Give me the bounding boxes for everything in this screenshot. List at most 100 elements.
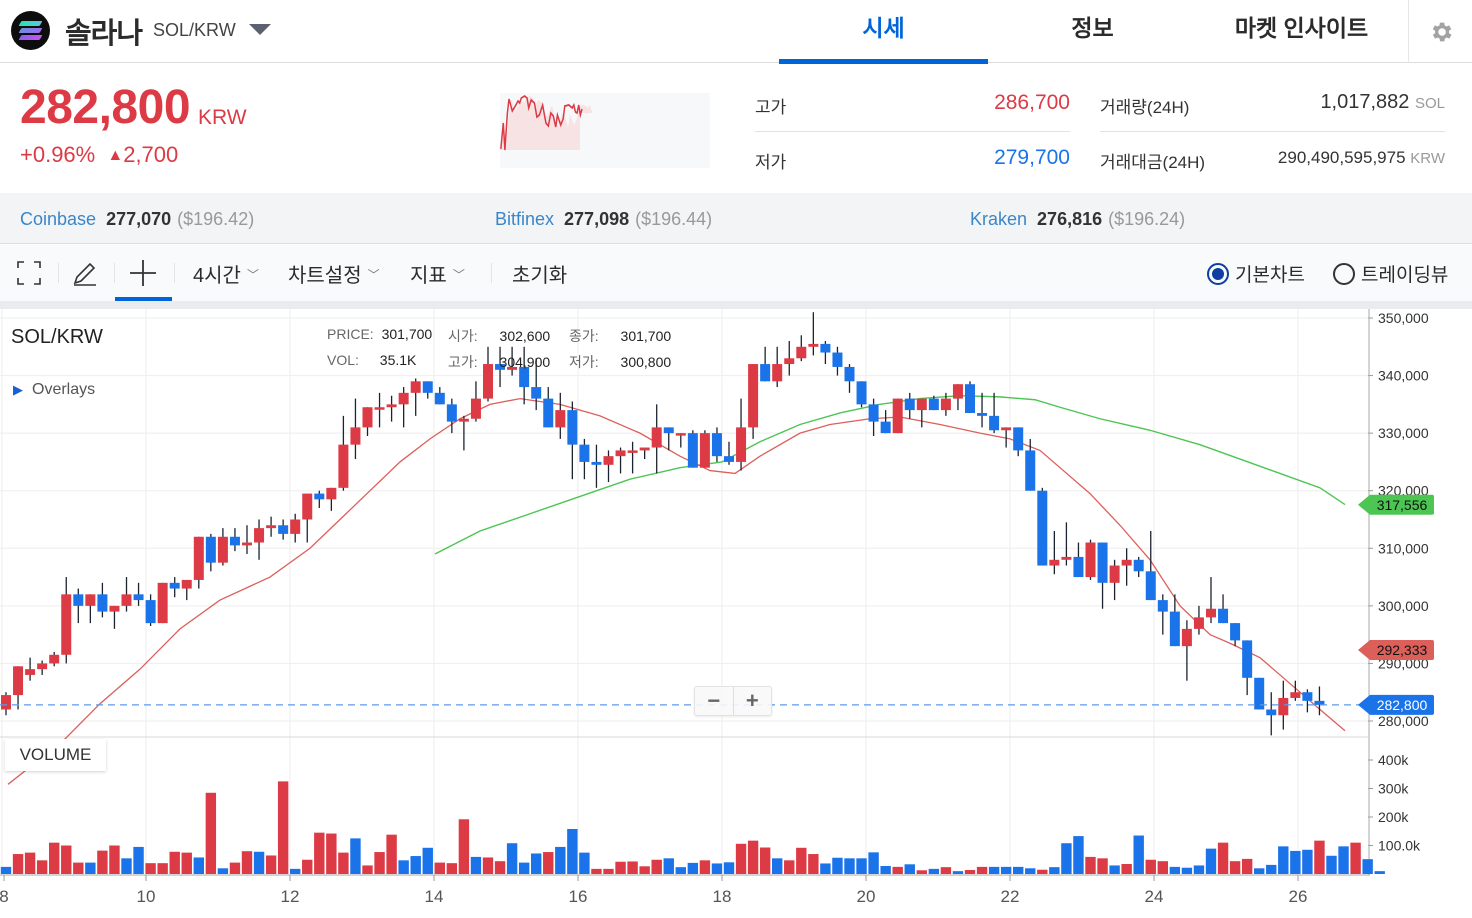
coin-pair: SOL/KRW xyxy=(153,20,236,40)
ohlc-open: 시가: 302,600 xyxy=(448,326,550,346)
svg-text:330,000: 330,000 xyxy=(1378,425,1429,441)
tab-info[interactable]: 정보 xyxy=(1071,15,1114,41)
reset-button[interactable]: 초기화 xyxy=(512,265,568,287)
top-header: 솔라나 SOL/KRW 시세 정보 마켓 인사이트 xyxy=(0,0,1472,64)
chevron-down-icon: ﹀ xyxy=(452,268,465,282)
svg-text:14: 14 xyxy=(425,887,444,906)
divider xyxy=(491,263,492,283)
svg-text:10: 10 xyxy=(137,887,156,906)
exchange-name: Bitfinex xyxy=(495,209,555,229)
ohlc-volume: VOL: 35.1K xyxy=(327,352,416,368)
volume-24h-label: 거래량(24H) xyxy=(1100,98,1190,117)
high-value: 304,900 xyxy=(499,354,551,370)
exchange-name: Coinbase xyxy=(20,209,97,229)
exchange-price: 277,098 xyxy=(564,209,630,229)
candlestick-chart[interactable]: 350,000 340,000 330,000 320,000 310,000 300,0… xyxy=(0,309,1472,918)
svg-text:26: 26 xyxy=(1289,887,1308,906)
svg-text:340,000: 340,000 xyxy=(1378,368,1429,384)
divider xyxy=(1100,131,1445,132)
vol-label: VOL: xyxy=(327,352,359,368)
exchange-price: 277,070 xyxy=(106,209,172,229)
exchange-usd: ($196.24) xyxy=(1108,209,1186,229)
high-value: 286,700 xyxy=(994,91,1070,114)
interval-dropdown[interactable]: 4시간 ﹀ xyxy=(193,259,259,288)
svg-text:22: 22 xyxy=(1001,887,1020,906)
radio-selected-icon xyxy=(1207,262,1229,285)
interval-label: 4시간 xyxy=(193,265,241,287)
amount-24h: 290,490,595,975 KRW xyxy=(1200,148,1445,168)
ohlc-high: 고가: 304,900 xyxy=(448,352,550,372)
svg-text:8: 8 xyxy=(0,887,9,906)
low-label: 저가 xyxy=(755,153,787,172)
play-triangle-icon: ▶ xyxy=(13,382,23,397)
volume-24h-value: 1,017,882 xyxy=(1320,91,1410,113)
change-amount: 2,700 xyxy=(123,142,179,167)
zoom-controls: − + xyxy=(694,686,772,716)
radio-tradingview-label: 트레이딩뷰 xyxy=(1361,265,1449,286)
svg-text:200k: 200k xyxy=(1378,809,1409,825)
chart-settings-dropdown[interactable]: 차트설정 ﹀ xyxy=(288,259,380,288)
price-value: 301,700 xyxy=(381,326,433,342)
volume-pane-label: VOLUME xyxy=(5,739,106,771)
overlays-toggle[interactable]: ▶ Overlays xyxy=(13,381,95,399)
up-arrow-icon: ▲ xyxy=(107,147,124,164)
chart-symbol: SOL/KRW xyxy=(11,326,103,348)
svg-text:400k: 400k xyxy=(1378,752,1409,768)
zoom-out-button[interactable]: − xyxy=(695,687,734,715)
price-label: PRICE: xyxy=(327,326,374,342)
draw-button[interactable] xyxy=(68,257,102,289)
ohlc-price: PRICE: 301,700 xyxy=(327,326,432,342)
gear-icon xyxy=(1432,22,1452,41)
radio-unselected-icon xyxy=(1333,262,1355,285)
chart-settings-label: 차트설정 xyxy=(288,265,362,287)
settings-button[interactable] xyxy=(1408,0,1472,63)
price-change: +0.96% ▲2,700 xyxy=(20,142,178,168)
radio-basic-chart[interactable]: 기본차트 xyxy=(1207,260,1305,287)
tab-price[interactable]: 시세 xyxy=(779,0,988,64)
svg-text:317,556: 317,556 xyxy=(1377,497,1428,513)
svg-text:18: 18 xyxy=(713,887,732,906)
chart-toolbar: 4시간 ﹀ 차트설정 ﹀ 지표 ﹀ 초기화 기본차트 트레이딩뷰 xyxy=(0,245,1472,301)
svg-text:320,000: 320,000 xyxy=(1378,483,1429,499)
svg-text:100.0k: 100.0k xyxy=(1378,838,1421,854)
exchange-coinbase[interactable]: Coinbase 277,070 ($196.42) xyxy=(20,209,254,230)
caret-down-icon[interactable] xyxy=(249,24,271,35)
svg-text:16: 16 xyxy=(569,887,588,906)
price-unit: KRW xyxy=(198,106,247,129)
chevron-down-icon: ﹀ xyxy=(367,268,380,282)
high-label: 고가 xyxy=(755,98,787,117)
radio-tradingview[interactable]: 트레이딩뷰 xyxy=(1333,260,1448,287)
exchange-name: Kraken xyxy=(970,209,1028,229)
chevron-down-icon: ﹀ xyxy=(246,268,259,282)
svg-text:292,333: 292,333 xyxy=(1377,642,1428,658)
volume-24h-unit: SOL xyxy=(1414,95,1445,112)
open-value: 302,600 xyxy=(499,328,551,344)
svg-text:24: 24 xyxy=(1145,887,1164,906)
low-value: 300,800 xyxy=(620,354,672,370)
high-label: 고가: xyxy=(448,354,478,370)
chart-top-border xyxy=(0,301,1472,309)
open-label: 시가: xyxy=(448,328,478,344)
amount-24h-label: 거래대금(24H) xyxy=(1100,153,1206,172)
change-percent: +0.96% xyxy=(20,142,96,167)
fullscreen-button[interactable] xyxy=(12,257,46,289)
svg-text:12: 12 xyxy=(281,887,300,906)
fullscreen-icon xyxy=(17,261,41,285)
divider xyxy=(114,263,115,283)
svg-text:300k: 300k xyxy=(1378,781,1409,797)
overlays-label: Overlays xyxy=(32,381,96,398)
volume-24h: 1,017,882 SOL xyxy=(1200,91,1445,114)
svg-text:280,000: 280,000 xyxy=(1378,713,1429,729)
tab-market-insight[interactable]: 마켓 인사이트 xyxy=(1234,15,1369,41)
vol-value: 35.1K xyxy=(379,352,417,368)
exchange-kraken[interactable]: Kraken 276,816 ($196.24) xyxy=(970,209,1185,230)
crosshair-button[interactable] xyxy=(126,257,160,289)
zoom-in-button[interactable]: + xyxy=(745,688,759,713)
svg-text:20: 20 xyxy=(857,887,876,906)
exchange-usd: ($196.44) xyxy=(635,209,713,229)
exchange-price: 276,816 xyxy=(1037,209,1103,229)
exchange-bitfinex[interactable]: Bitfinex 277,098 ($196.44) xyxy=(495,209,712,230)
indicators-dropdown[interactable]: 지표 ﹀ xyxy=(410,259,465,288)
sparkline-chart xyxy=(500,94,593,151)
divider xyxy=(755,131,1070,132)
